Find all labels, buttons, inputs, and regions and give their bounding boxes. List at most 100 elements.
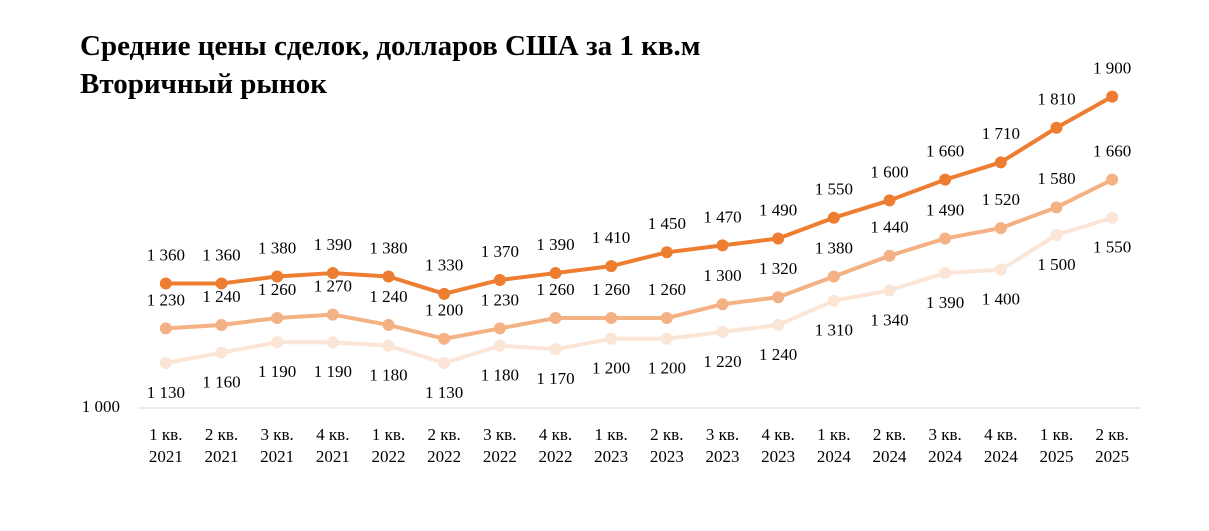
data-point [660, 312, 673, 325]
x-tick-label: 3 кв. 2024 [928, 425, 963, 466]
data-label: 1 200 [648, 359, 686, 378]
data-point [605, 260, 618, 273]
data-point [382, 318, 395, 331]
data-label: 1 360 [202, 245, 240, 264]
data-point [772, 291, 785, 304]
data-label: 1 270 [314, 276, 352, 295]
data-label: 1 900 [1093, 59, 1131, 78]
x-tick-label: 3 кв. 2021 [260, 425, 295, 466]
y-tick-label: 1 000 [82, 397, 120, 416]
data-label: 1 240 [202, 287, 240, 306]
data-point [772, 318, 785, 331]
data-point [271, 336, 284, 349]
data-point [660, 246, 673, 259]
data-point [493, 339, 506, 352]
x-tick-label: 2 кв. 2022 [427, 425, 462, 466]
data-point [493, 273, 506, 286]
x-tick-label: 2 кв. 2023 [649, 425, 684, 466]
data-point [215, 346, 228, 359]
data-point [549, 312, 562, 325]
data-point [660, 332, 673, 345]
data-point [605, 332, 618, 345]
data-label: 1 260 [592, 280, 630, 299]
data-label: 1 180 [481, 366, 519, 385]
data-label: 1 340 [870, 310, 908, 329]
data-label: 1 810 [1037, 90, 1075, 109]
data-label: 1 450 [648, 214, 686, 233]
data-point [215, 318, 228, 331]
data-label: 1 380 [258, 238, 296, 257]
data-label: 1 550 [1093, 238, 1131, 257]
data-point [883, 249, 896, 262]
data-label: 1 230 [481, 290, 519, 309]
x-tick-label: 2 кв. 2025 [1095, 425, 1130, 466]
series-line [165, 94, 1114, 296]
data-label: 1 220 [703, 352, 741, 371]
data-label: 1 380 [369, 238, 407, 257]
x-tick-label: 3 кв. 2022 [482, 425, 517, 466]
data-label: 1 130 [425, 383, 463, 402]
data-point [827, 211, 840, 224]
data-label: 1 200 [592, 359, 630, 378]
data-point [827, 294, 840, 307]
data-label: 1 390 [926, 293, 964, 312]
data-point [883, 194, 896, 207]
x-tick-label: 2 кв. 2021 [204, 425, 239, 466]
x-tick-label: 4 кв. 2022 [538, 425, 573, 466]
data-label: 1 190 [314, 362, 352, 381]
data-label: 1 320 [759, 259, 797, 278]
data-point [549, 267, 562, 280]
data-point [939, 267, 952, 280]
data-label: 1 550 [815, 180, 853, 199]
data-point [994, 263, 1007, 276]
data-label: 1 240 [759, 345, 797, 364]
data-point [159, 322, 172, 335]
x-tick-label: 2 кв. 2024 [872, 425, 907, 466]
data-label: 1 520 [982, 190, 1020, 209]
x-tick-label: 4 кв. 2024 [983, 425, 1018, 466]
data-point [827, 270, 840, 283]
x-tick-label: 1 кв. 2025 [1039, 425, 1074, 466]
data-point [549, 343, 562, 356]
data-label: 1 190 [258, 362, 296, 381]
data-label: 1 160 [202, 373, 240, 392]
data-label: 1 490 [926, 200, 964, 219]
data-point [382, 270, 395, 283]
data-label: 1 300 [703, 266, 741, 285]
data-point [326, 308, 339, 321]
data-point [1106, 211, 1119, 224]
data-label: 1 400 [982, 290, 1020, 309]
data-point [883, 284, 896, 297]
data-label: 1 180 [369, 366, 407, 385]
x-tick-label: 1 кв. 2023 [594, 425, 629, 466]
data-point [772, 232, 785, 245]
data-label: 1 580 [1037, 169, 1075, 188]
data-label: 1 260 [258, 280, 296, 299]
data-point [215, 277, 228, 290]
data-point [716, 239, 729, 252]
x-tick-label: 1 кв. 2022 [371, 425, 406, 466]
chart-subtitle: Вторичный рынок [80, 68, 327, 100]
x-tick-label: 1 кв. 2024 [816, 425, 851, 466]
data-label: 1 410 [592, 228, 630, 247]
data-point [159, 357, 172, 370]
data-point [605, 312, 618, 325]
data-label: 1 260 [536, 280, 574, 299]
data-label: 1 230 [147, 290, 185, 309]
data-point [1050, 229, 1063, 241]
data-label: 1 500 [1037, 255, 1075, 274]
data-label: 1 370 [481, 242, 519, 261]
data-label: 1 380 [815, 238, 853, 257]
data-label: 1 260 [648, 280, 686, 299]
data-point [939, 173, 952, 186]
x-tick-label: 4 кв. 2021 [315, 425, 350, 466]
series-line [165, 215, 1113, 366]
series-line [165, 177, 1114, 341]
data-label: 1 170 [536, 369, 574, 388]
data-point [1106, 90, 1119, 103]
data-label: 1 390 [536, 235, 574, 254]
data-label: 1 440 [870, 218, 908, 237]
data-label: 1 710 [982, 124, 1020, 143]
data-label: 1 330 [425, 256, 463, 275]
